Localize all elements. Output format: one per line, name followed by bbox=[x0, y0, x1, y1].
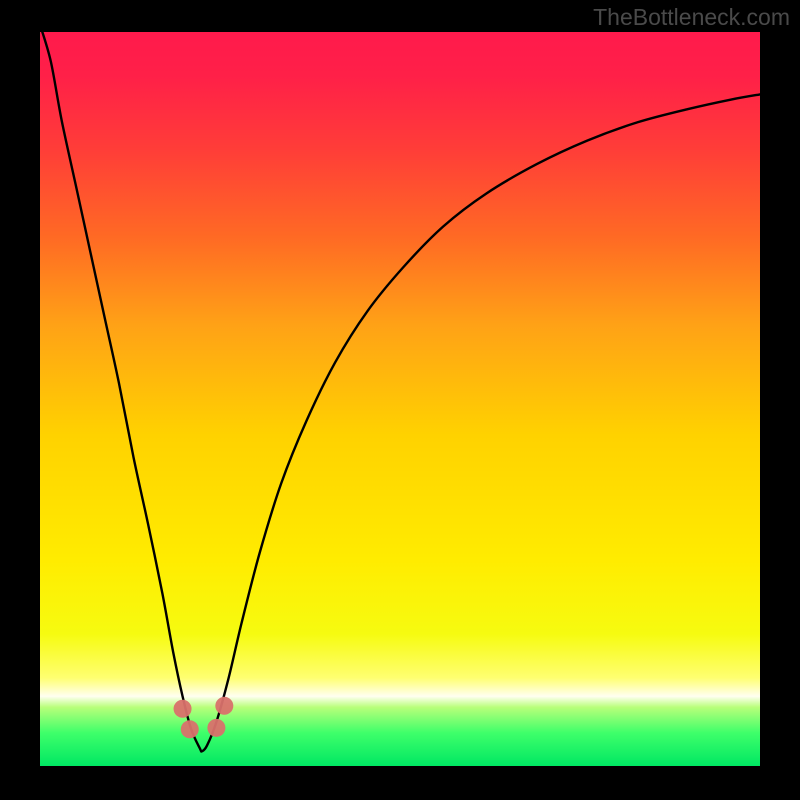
highlight-marker bbox=[174, 700, 192, 718]
highlight-marker bbox=[181, 720, 199, 738]
bottleneck-chart bbox=[0, 0, 800, 800]
chart-stage: TheBottleneck.com bbox=[0, 0, 800, 800]
watermark-label: TheBottleneck.com bbox=[593, 4, 790, 31]
highlight-marker bbox=[207, 719, 225, 737]
highlight-marker bbox=[215, 697, 233, 715]
plot-background bbox=[40, 32, 760, 766]
